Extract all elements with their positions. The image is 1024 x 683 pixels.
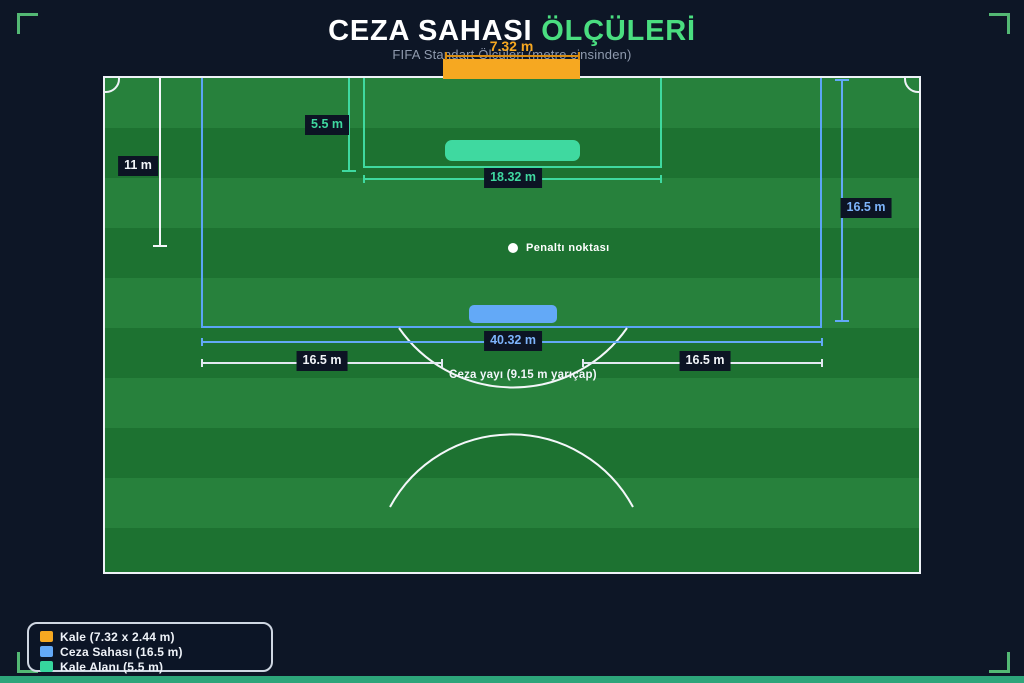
- penalty-spot-distance-label: 11 m: [118, 156, 158, 176]
- page-title-main: CEZA SAHASI: [328, 15, 533, 47]
- legend-label-goal: Kale (7.32 x 2.44 m): [60, 629, 175, 644]
- corner-bracket-top-right: [989, 13, 1010, 34]
- goal-rect: [443, 59, 580, 79]
- corner-bracket-top-left: [17, 13, 38, 34]
- goal-area-color-swatch: [40, 661, 53, 672]
- goal-area-depth-label: 5.5 m: [305, 115, 349, 135]
- legend-label-penalty-area: Ceza Sahası (16.5 m): [60, 644, 183, 659]
- penalty-spot-measure-line: [153, 78, 167, 247]
- legend-label-goal-area: Kale Alanı (5.5 m): [60, 659, 164, 674]
- legend-item-goal-area: Kale Alanı (5.5 m): [40, 659, 271, 674]
- goal-area-box: [363, 78, 662, 168]
- legend-item-penalty-area: Ceza Sahası (16.5 m): [40, 644, 271, 659]
- legend-item-goal: Kale (7.32 x 2.44 m): [40, 629, 271, 644]
- penalty-arc-label: Ceza yayı (9.15 m yarıçap): [449, 369, 597, 381]
- penalty-spot-dot: [508, 243, 518, 253]
- penalty-spot-label: Penaltı noktası: [526, 242, 610, 254]
- footer-accent-bar: [0, 676, 1024, 683]
- corner-bracket-bottom-right: [989, 652, 1010, 673]
- penalty-left-label: 16.5 m: [296, 351, 348, 371]
- center-circle-arc: [389, 433, 634, 508]
- page-title: CEZA SAHASI ÖLÇÜLERİ: [0, 15, 1024, 48]
- pitch-arcs: [389, 327, 634, 508]
- penalty-area-highlight-bar: [469, 305, 557, 323]
- penalty-area-color-swatch: [40, 646, 53, 657]
- penalty-arc: [398, 327, 628, 389]
- goal-width-measure-line: [445, 52, 580, 60]
- penalty-right-label: 16.5 m: [679, 351, 731, 371]
- pitch: 11 m 5.5 m 18.32 m 16.5 m 40.32 m 16.5 m…: [103, 76, 921, 574]
- goal-area-highlight-bar: [445, 140, 580, 161]
- goal-color-swatch: [40, 631, 53, 642]
- penalty-width-label: 40.32 m: [484, 331, 542, 351]
- goal-area-width-label: 18.32 m: [484, 168, 542, 188]
- corner-bracket-bottom-left: [17, 652, 38, 673]
- page-subtitle: FIFA Standart Ölçüleri (metre cinsinden): [392, 47, 632, 62]
- page-title-accent: ÖLÇÜLERİ: [541, 15, 696, 47]
- goal-area-depth-measure-line: [342, 78, 356, 172]
- legend: Kale (7.32 x 2.44 m) Ceza Sahası (16.5 m…: [27, 622, 273, 674]
- penalty-area-box: [201, 78, 822, 328]
- goal-width-label: 7.32 m: [489, 38, 534, 54]
- penalty-depth-label: 16.5 m: [840, 198, 892, 218]
